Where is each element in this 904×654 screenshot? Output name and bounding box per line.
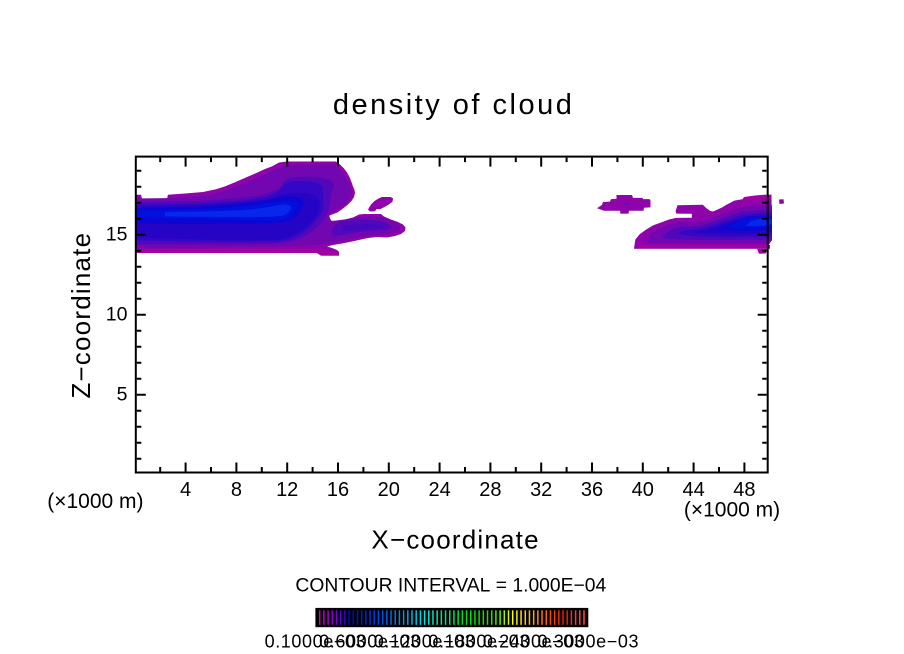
svg-text:12: 12 bbox=[276, 479, 298, 501]
svg-text:0.1200e−03: 0.1200e−03 bbox=[374, 632, 476, 652]
svg-text:X−coordinate: X−coordinate bbox=[371, 525, 539, 555]
svg-text:24: 24 bbox=[428, 479, 450, 501]
svg-text:0.6000e−03: 0.6000e−03 bbox=[319, 632, 421, 652]
svg-text:Z−coordinate: Z−coordinate bbox=[66, 232, 96, 399]
svg-text:40: 40 bbox=[632, 479, 654, 501]
svg-text:(×1000 m): (×1000 m) bbox=[47, 490, 143, 513]
svg-text:10: 10 bbox=[106, 303, 128, 325]
svg-text:0.1000e−03: 0.1000e−03 bbox=[265, 632, 367, 652]
svg-text:36: 36 bbox=[581, 479, 603, 501]
svg-text:0.3000e−03: 0.3000e−03 bbox=[537, 632, 639, 652]
svg-text:0.1800e−03: 0.1800e−03 bbox=[428, 632, 530, 652]
svg-text:32: 32 bbox=[530, 479, 552, 501]
svg-text:0.2400e−03: 0.2400e−03 bbox=[483, 632, 585, 652]
svg-text:48: 48 bbox=[733, 479, 755, 501]
svg-text:28: 28 bbox=[479, 479, 501, 501]
svg-text:15: 15 bbox=[106, 223, 128, 245]
svg-text:20: 20 bbox=[378, 479, 400, 501]
svg-text:(×1000 m): (×1000 m) bbox=[684, 499, 780, 522]
svg-text:8: 8 bbox=[231, 479, 242, 501]
svg-text:CONTOUR INTERVAL = 1.000E−04: CONTOUR INTERVAL = 1.000E−04 bbox=[295, 576, 606, 597]
svg-text:44: 44 bbox=[682, 479, 704, 501]
svg-text:5: 5 bbox=[117, 383, 128, 405]
svg-text:4: 4 bbox=[180, 479, 191, 501]
svg-text:density of cloud: density of cloud bbox=[333, 89, 575, 121]
svg-text:16: 16 bbox=[327, 479, 349, 501]
